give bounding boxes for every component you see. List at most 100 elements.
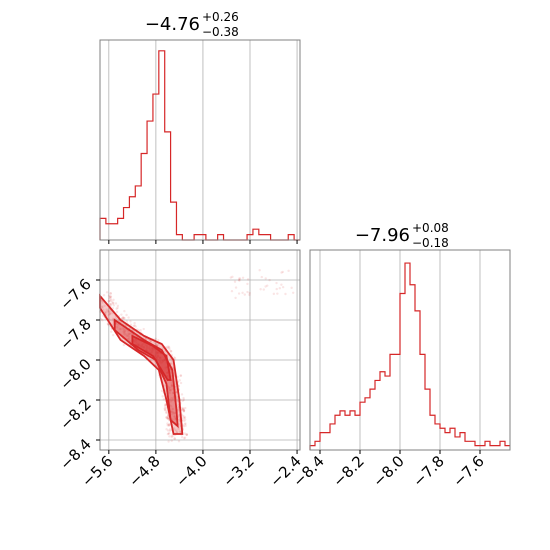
- scatter-point: [168, 390, 171, 393]
- scatter-point: [122, 343, 126, 347]
- scatter-point: [123, 317, 126, 320]
- scatter-point: [171, 399, 174, 402]
- scatter-point: [280, 271, 283, 274]
- scatter-point: [170, 434, 173, 438]
- scatter-point: [173, 356, 176, 359]
- scatter-point: [121, 317, 124, 320]
- scatter-point: [175, 431, 179, 434]
- scatter-point: [182, 396, 185, 400]
- scatter-point: [109, 304, 112, 307]
- scatter-point: [173, 415, 176, 418]
- scatter-point: [169, 350, 173, 353]
- scatter-point: [106, 322, 110, 326]
- scatter-point: [100, 317, 103, 321]
- y-tick-label: −7.8: [56, 315, 94, 353]
- scatter-point: [177, 415, 180, 418]
- scatter-point: [290, 286, 293, 290]
- scatter-point: [168, 424, 171, 427]
- scatter-point: [181, 406, 184, 410]
- scatter-point: [171, 385, 174, 388]
- scatter-point: [161, 395, 164, 398]
- scatter-point: [142, 327, 145, 331]
- scatter-point: [166, 429, 170, 432]
- scatter-point: [229, 276, 233, 279]
- scatter-point: [284, 292, 287, 296]
- scatter-point: [157, 338, 160, 342]
- scatter-point: [122, 316, 125, 319]
- scatter-point: [122, 328, 125, 331]
- scatter-point: [149, 339, 152, 343]
- scatter-point: [184, 406, 187, 410]
- scatter-point: [129, 323, 133, 326]
- scatter-point: [114, 317, 118, 320]
- scatter-point: [165, 428, 168, 431]
- scatter-point: [127, 316, 130, 319]
- y-tick-label: −8.0: [56, 355, 94, 393]
- scatter-point: [231, 275, 234, 279]
- right-histogram-panel: −7.96 +0.08−0.18−8.4 −8.2 −8.0 −7.8 −7.6: [289, 221, 511, 491]
- scatter-point: [109, 330, 113, 333]
- histogram-step: [99, 50, 300, 241]
- scatter-point: [174, 428, 177, 431]
- scatter-point: [107, 313, 111, 317]
- scatter-point: [172, 397, 175, 400]
- scatter-point: [181, 399, 184, 402]
- scatter-point: [171, 391, 175, 395]
- scatter-point: [259, 288, 262, 291]
- scatter-point: [107, 310, 111, 314]
- scatter-point: [106, 309, 109, 312]
- scatter-point: [241, 291, 244, 295]
- scatter-point: [167, 416, 170, 420]
- scatter-panel: −5.6 −4.8 −4.0 −3.2 −2.4−7.6−7.8−8.0−8.2−8.4: [56, 249, 305, 491]
- scatter-point: [105, 291, 109, 294]
- scatter-point: [184, 422, 187, 425]
- scatter-point: [139, 329, 142, 332]
- scatter-point: [128, 332, 132, 335]
- axes-frame: [99, 39, 301, 241]
- top-histogram-panel: −4.76 +0.26−0.38: [99, 10, 301, 244]
- scatter-point: [182, 425, 186, 428]
- scatter-point: [129, 320, 132, 323]
- scatter-point: [157, 343, 160, 346]
- scatter-point: [109, 311, 112, 315]
- scatter-point: [111, 317, 115, 320]
- scatter-point: [166, 424, 169, 427]
- scatter-point: [170, 384, 173, 387]
- scatter-point: [109, 295, 112, 299]
- scatter-point: [276, 292, 279, 295]
- scatter-point: [168, 386, 171, 390]
- scatter-point: [238, 277, 241, 280]
- scatter-point: [178, 379, 181, 382]
- scatter-point: [114, 302, 118, 305]
- scatter-point: [111, 302, 115, 305]
- x-tick-label: −3.2: [219, 452, 257, 490]
- scatter-point: [169, 389, 173, 392]
- scatter-point: [183, 432, 187, 435]
- scatter-point: [184, 422, 187, 426]
- scatter-point: [166, 432, 170, 436]
- scatter-point: [116, 306, 119, 310]
- scatter-point: [109, 312, 112, 316]
- scatter-point: [108, 297, 111, 300]
- scatter-point: [266, 284, 269, 287]
- x-tick-label: −8.2: [329, 452, 367, 490]
- scatter-point: [115, 310, 119, 314]
- x-tick-label: −4.0: [172, 452, 210, 490]
- scatter-point: [272, 292, 276, 296]
- scatter-point: [109, 302, 113, 306]
- scatter-point: [118, 327, 122, 331]
- scatter-point: [128, 332, 131, 336]
- scatter-point: [116, 323, 120, 326]
- scatter-point: [260, 275, 263, 279]
- scatter-point: [182, 408, 186, 412]
- scatter-point: [175, 429, 178, 433]
- scatter-point: [170, 413, 173, 416]
- scatter-point: [167, 432, 170, 435]
- scatter-point: [167, 345, 171, 348]
- scatter-point: [180, 393, 184, 396]
- scatter-point: [107, 323, 110, 327]
- scatter-point: [181, 407, 185, 411]
- scatter-point: [160, 389, 164, 393]
- scatter-point: [112, 298, 115, 302]
